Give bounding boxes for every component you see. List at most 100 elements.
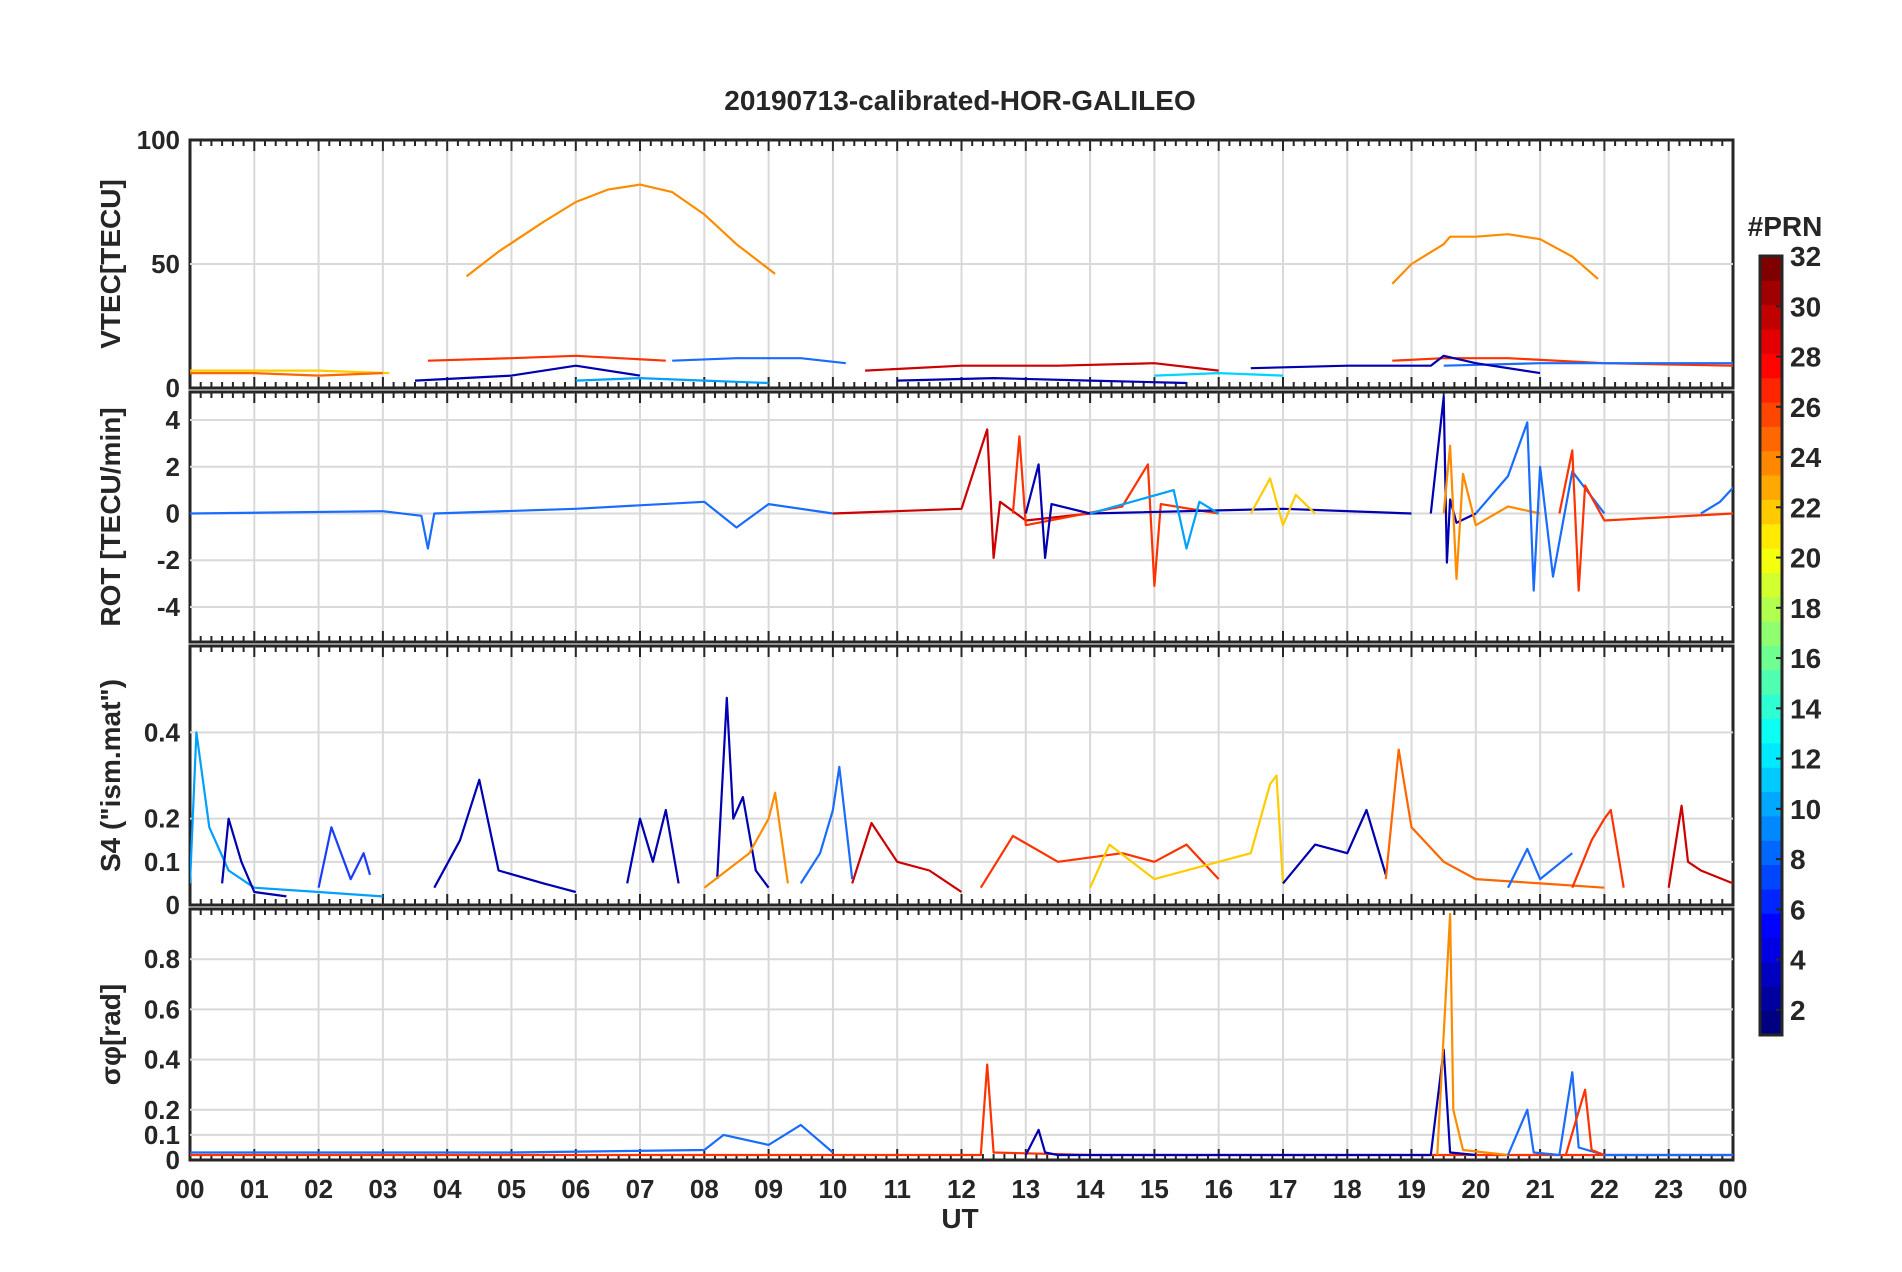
- colorbar-segment: [1760, 791, 1782, 817]
- series-line: [851, 821, 963, 893]
- x-tick-label: 14: [1076, 1174, 1105, 1204]
- series-line: [465, 183, 776, 278]
- series-line: [1443, 362, 1733, 367]
- series-line: [190, 1123, 834, 1154]
- colorbar-segment: [1760, 1010, 1782, 1036]
- series-line: [716, 696, 770, 889]
- x-tick-label: 08: [690, 1174, 719, 1204]
- series-group: [190, 696, 1733, 898]
- series-line: [1089, 489, 1220, 550]
- colorbar-tick-label: 20: [1790, 543, 1821, 574]
- series-line: [897, 377, 1187, 385]
- series-line: [626, 808, 680, 884]
- series-line: [865, 362, 1219, 372]
- y-tick-label: 0.1: [144, 1120, 180, 1150]
- x-tick-label: 10: [818, 1174, 847, 1204]
- colorbar-segment: [1760, 694, 1782, 720]
- panel-ROT: -4 -2 0 2 4 ROT [TECU/min]: [95, 390, 1735, 644]
- x-minor-ticks: [189, 392, 1734, 642]
- y-tick-label: 0: [166, 1145, 180, 1175]
- colorbar-tick-label: 32: [1790, 241, 1821, 272]
- series-line: [190, 372, 383, 377]
- colorbar-segment: [1760, 329, 1782, 354]
- colorbar-segment: [1760, 523, 1782, 549]
- colorbar-segment: [1760, 645, 1782, 671]
- y-axis-label: S4 ("ism.mat"): [95, 679, 126, 872]
- colorbar-segment: [1760, 913, 1782, 939]
- panel-VTEC: 0 50 100 VTEC[TECU]: [95, 125, 1735, 403]
- colorbar-tick-label: 28: [1790, 342, 1821, 373]
- series-line: [1282, 808, 1387, 885]
- y-tick-label: 4: [166, 405, 181, 435]
- colorbar-segment: [1760, 596, 1782, 622]
- y-tick-label: 0.4: [144, 1045, 181, 1075]
- colorbar-segment: [1760, 815, 1782, 841]
- colorbar-tick-label: 6: [1790, 894, 1806, 925]
- colorbar-tick-label: 10: [1790, 794, 1821, 825]
- series-line: [575, 377, 769, 385]
- series-line: [1667, 804, 1733, 888]
- x-tick-label: 12: [947, 1174, 976, 1204]
- colorbar-tick-label: 18: [1790, 593, 1821, 624]
- colorbar-tick-label: 16: [1790, 643, 1821, 674]
- x-tick-label: 19: [1397, 1174, 1426, 1204]
- x-tick-label: 17: [1268, 1174, 1297, 1204]
- y-tick-label: 0.2: [144, 1095, 180, 1125]
- colorbar-tick-label: 2: [1790, 995, 1806, 1026]
- x-tick-label: 00: [176, 1174, 205, 1204]
- y-tick-label: 0.2: [144, 804, 180, 834]
- colorbar-segment: [1760, 280, 1782, 306]
- colorbar-segment: [1760, 548, 1782, 573]
- series-line: [1024, 1048, 1476, 1157]
- colorbar-segment: [1760, 572, 1782, 598]
- colorbar-segment: [1760, 767, 1782, 793]
- colorbar-frame: [1758, 254, 1784, 1037]
- colorbar-segment: [1760, 986, 1782, 1012]
- x-tick-label: 09: [754, 1174, 783, 1204]
- x-tick-label: 04: [433, 1174, 462, 1204]
- y-axis-label: σφ[rad]: [95, 984, 126, 1085]
- x-minor-ticks: [189, 140, 1734, 388]
- x-tick-label: 15: [1140, 1174, 1169, 1204]
- series-group: [190, 183, 1733, 385]
- colorbar-segment: [1760, 353, 1782, 379]
- series-line: [1154, 372, 1284, 377]
- x-tick-label: 23: [1654, 1174, 1683, 1204]
- series-group: [190, 912, 1733, 1157]
- colorbar-segment: [1760, 450, 1782, 476]
- series-line: [1384, 748, 1605, 889]
- series-line: [317, 826, 372, 888]
- series-line: [1249, 477, 1316, 527]
- series-line: [414, 364, 641, 382]
- x-tick-label: 21: [1526, 1174, 1555, 1204]
- panel-S4: 0 0.1 0.2 0.4 S4 ("ism.mat"): [95, 644, 1735, 920]
- colorbar-tick-label: 22: [1790, 492, 1821, 523]
- colorbar-segment: [1760, 621, 1782, 646]
- series-line: [1700, 487, 1733, 515]
- panel-sigma_phi: 00.10.2 0.4 0.6 0.8 σφ[rad]: [95, 907, 1735, 1175]
- series-line: [1089, 774, 1285, 889]
- x-tick-label: 13: [1011, 1174, 1040, 1204]
- y-tick-label: 0.6: [144, 994, 180, 1024]
- y-tick-label: 0: [166, 498, 180, 528]
- colorbar-segment: [1760, 377, 1782, 403]
- colorbar-segment: [1760, 499, 1782, 525]
- colorbar-segment: [1760, 742, 1782, 768]
- series-line: [1571, 808, 1625, 889]
- x-tick-label: 03: [368, 1174, 397, 1204]
- y-tick-label: 0.4: [144, 717, 181, 747]
- series-line: [221, 817, 287, 898]
- series-line: [1250, 354, 1541, 375]
- colorbar-segment: [1760, 426, 1782, 452]
- x-tick-label: 00: [1719, 1174, 1748, 1204]
- colorbar-segment: [1760, 669, 1782, 695]
- colorbar-tick-label: 14: [1790, 693, 1822, 724]
- y-tick-label: 2: [166, 452, 180, 482]
- x-tick-label: 22: [1590, 1174, 1619, 1204]
- y-axis-label: VTEC[TECU]: [95, 179, 126, 349]
- series-line: [799, 765, 854, 884]
- series-line: [433, 778, 577, 894]
- colorbar-segment: [1760, 402, 1782, 427]
